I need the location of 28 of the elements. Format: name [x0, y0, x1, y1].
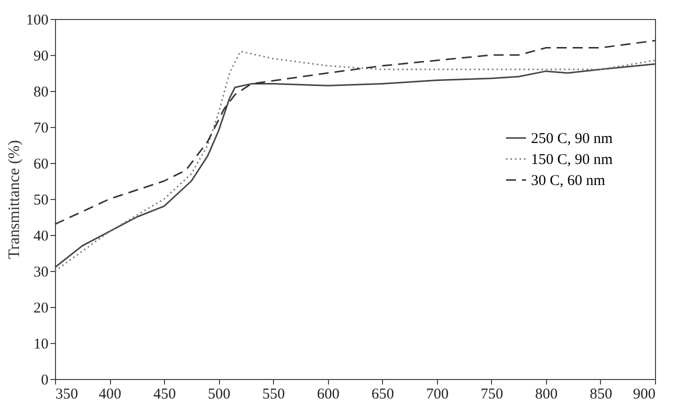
- x-tick-label: 650: [372, 386, 394, 402]
- y-tick-label: 20: [34, 300, 48, 316]
- y-tick-label: 80: [34, 84, 48, 100]
- x-tick-label: 350: [56, 386, 78, 402]
- x-tick-label: 850: [590, 386, 612, 402]
- legend-label: 150 C, 90 nm: [531, 152, 614, 168]
- y-tick-label: 90: [34, 48, 48, 64]
- x-tick-label: 400: [98, 386, 122, 402]
- y-tick-label: 0: [41, 372, 48, 388]
- y-axis-title: Transmittance (%): [6, 140, 23, 259]
- x-tick-label: 600: [316, 386, 340, 402]
- x-tick-label: 900: [633, 386, 656, 402]
- line-series: [54, 40, 656, 225]
- x-tick-label: 800: [535, 386, 558, 402]
- y-tick-label: 40: [34, 228, 48, 244]
- x-tick-label: 450: [153, 386, 176, 402]
- legend-label: 250 C, 90 nm: [531, 131, 614, 147]
- y-tick-label: 30: [34, 264, 48, 280]
- y-tick-label: 50: [34, 192, 48, 208]
- y-tick-label: 100: [26, 12, 48, 28]
- x-tick-label: 750: [480, 386, 504, 402]
- x-tick-label: 500: [208, 386, 230, 402]
- y-tick-label: 70: [34, 120, 48, 136]
- y-tick-label: 60: [34, 156, 48, 172]
- y-tick-label: 10: [34, 336, 48, 352]
- x-tick-label: 700: [426, 386, 449, 402]
- x-tick-label: 550: [262, 386, 285, 402]
- legend-label: 30 C, 60 nm: [531, 173, 606, 189]
